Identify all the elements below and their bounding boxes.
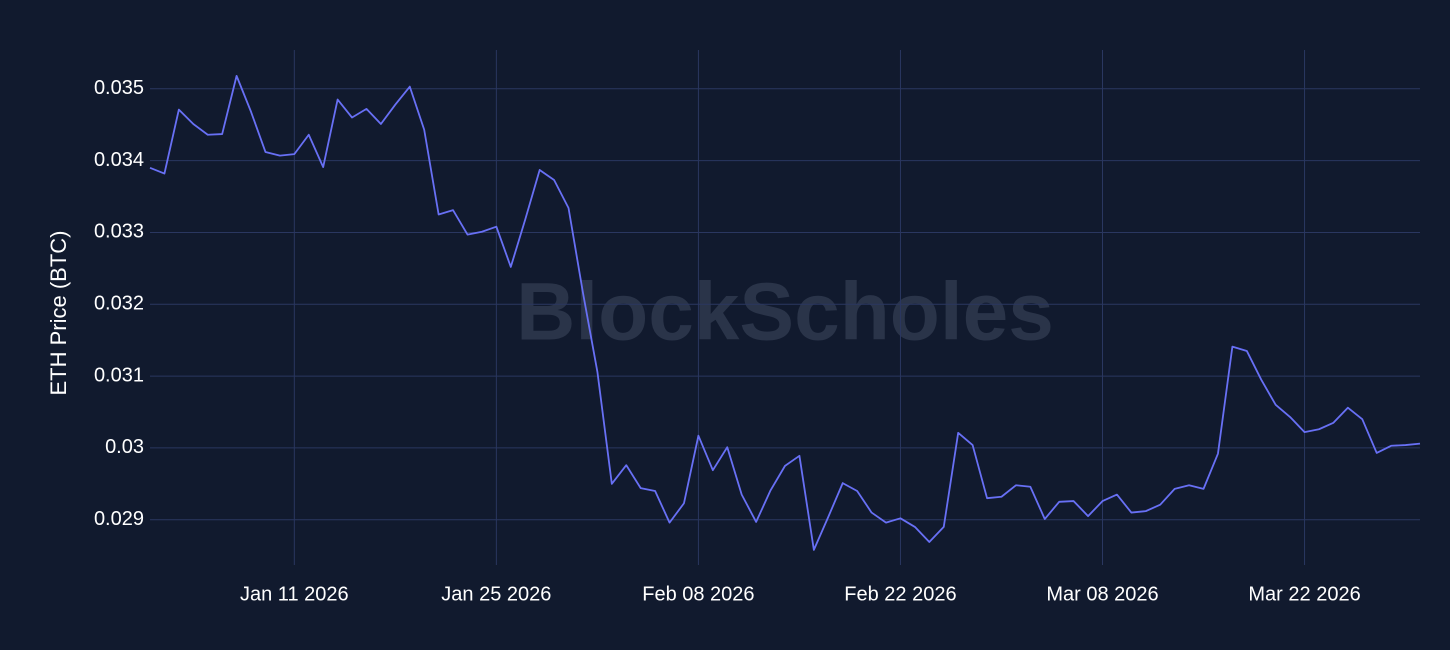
watermark: BlockScholes xyxy=(516,267,1054,358)
y-tick-label: 0.03 xyxy=(105,436,144,458)
x-tick-label: Mar 22 2026 xyxy=(1248,583,1360,605)
x-tick-label: Jan 11 2026 xyxy=(240,583,349,605)
y-tick-label: 0.035 xyxy=(94,77,144,99)
x-tick-label: Mar 08 2026 xyxy=(1046,583,1158,605)
y-tick-label: 0.032 xyxy=(94,293,144,315)
y-tick-label: 0.031 xyxy=(94,364,144,386)
y-tick-label: 0.029 xyxy=(94,508,144,530)
x-tick-label: Feb 22 2026 xyxy=(844,583,956,605)
x-tick-label: Jan 25 2026 xyxy=(441,583,551,605)
y-axis-label: ETH Price (BTC) xyxy=(46,231,71,396)
line-series xyxy=(149,74,1421,551)
x-tick-label: Feb 08 2026 xyxy=(642,583,754,605)
y-tick-label: 0.033 xyxy=(94,221,144,243)
y-tick-label: 0.034 xyxy=(94,149,144,171)
